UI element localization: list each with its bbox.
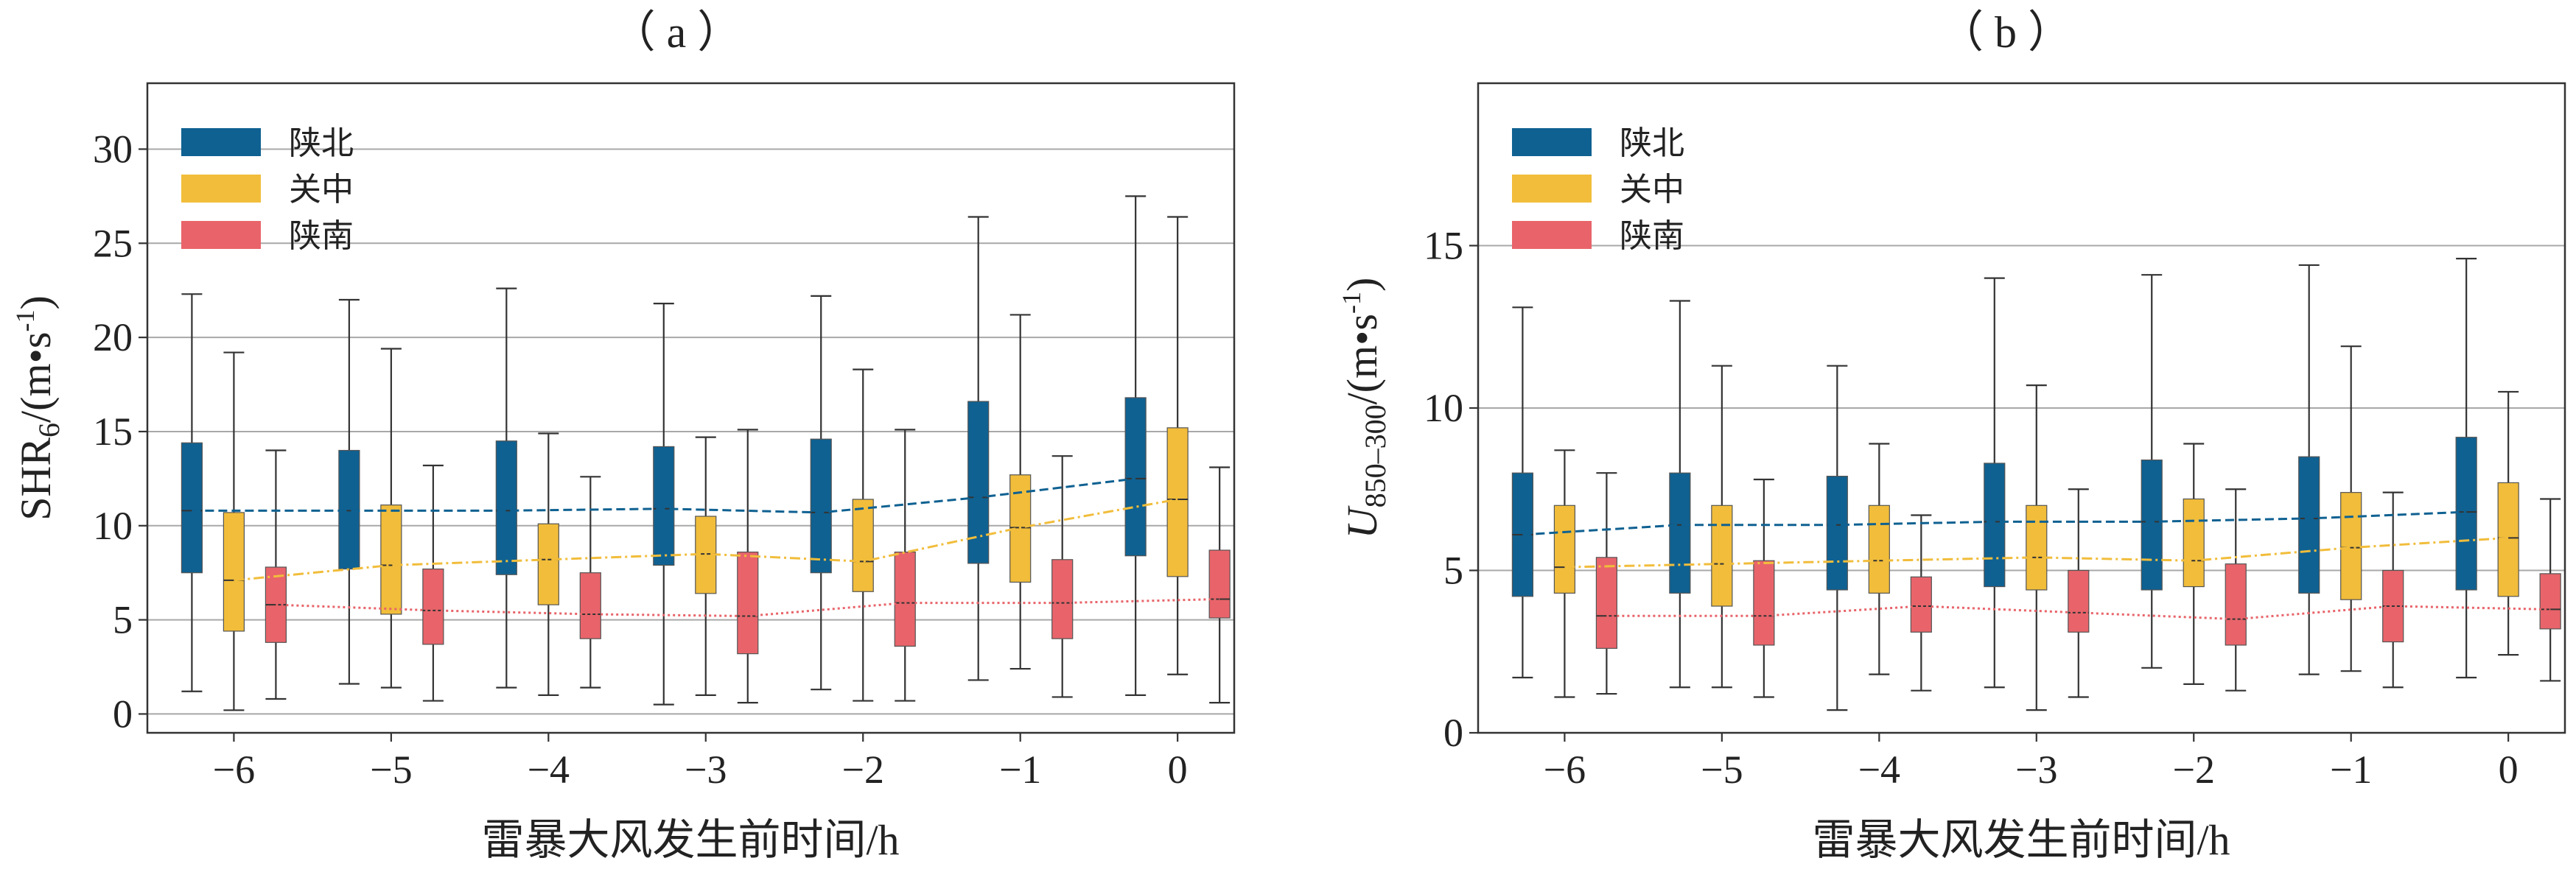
legend-swatch-south: [181, 221, 261, 249]
box-north: [2455, 437, 2477, 591]
panel-b-y-axis-title: U850–300/(m•s-1): [1337, 278, 1392, 539]
legend-swatch-south: [1512, 221, 1592, 249]
box-north: [653, 446, 675, 566]
panel-a-y-axis-title: SHR6/(m•s-1): [10, 295, 66, 521]
box-north: [2141, 459, 2163, 591]
box-north: [1984, 463, 2006, 588]
legend-swatch-north: [181, 128, 261, 156]
x-tick-label: −2: [2173, 748, 2215, 792]
y-tick-label: 0: [1443, 711, 1463, 755]
x-tick-label: −1: [999, 748, 1041, 792]
y-tick-label: 30: [93, 127, 133, 171]
y-tick-label: 15: [93, 409, 133, 454]
panel-a-median-lines: [192, 477, 1220, 617]
y-tick-label: 10: [1424, 386, 1463, 430]
panel-a-boxes: [181, 195, 1231, 711]
y-tick-label: 5: [1443, 549, 1463, 593]
box-south: [894, 551, 916, 647]
box-central: [1711, 504, 1733, 607]
legend-swatch-north: [1512, 128, 1592, 156]
panel-a-plot-frame: [146, 82, 1236, 734]
legend-label-south: 陕南: [289, 217, 354, 255]
panel-b-label: （ b ）: [1939, 8, 2072, 57]
legend-swatch-central: [1512, 175, 1592, 203]
box-north: [967, 401, 990, 564]
x-tick-label: −3: [2015, 748, 2057, 792]
panel-a-gridlines: [147, 148, 1234, 715]
box-central: [537, 523, 559, 605]
panel-a-label: （ a ）: [612, 8, 742, 57]
legend-label-north: 陕北: [289, 124, 354, 162]
box-central: [380, 504, 402, 615]
x-tick-label: −3: [685, 748, 727, 792]
y-tick-label: 0: [113, 692, 133, 736]
panel-b-boxes: [1511, 258, 2561, 711]
panel-b-ticks: 0 5 10 15 −6 −5 −4 −3 −2 −1 0: [1424, 224, 2519, 792]
median-trend-line-north: [1522, 510, 2467, 536]
panel-b-gridlines: [1478, 245, 2565, 734]
box-south: [1910, 576, 1932, 633]
box-central: [2183, 498, 2205, 588]
panel-b-median-lines: [1522, 510, 2551, 621]
box-central: [1166, 427, 1189, 577]
box-north: [181, 442, 203, 574]
x-tick-label: 0: [1168, 748, 1188, 792]
box-south: [579, 572, 601, 639]
x-tick-label: −4: [1858, 748, 1900, 792]
y-tick-label: 20: [93, 315, 133, 359]
y-tick-label: 15: [1424, 224, 1463, 268]
box-south: [1753, 560, 1775, 646]
box-north: [2298, 456, 2320, 594]
box-central: [2340, 492, 2362, 600]
legend-swatch-central: [181, 175, 261, 203]
x-tick-label: −4: [528, 748, 570, 792]
median-trend-line-central: [1564, 536, 2509, 569]
box-central: [2497, 482, 2519, 597]
median-trend-line-central: [234, 498, 1178, 582]
legend-label-north: 陕北: [1620, 124, 1684, 162]
panel-a-x-axis-title: 雷暴大风发生前时间/h: [481, 816, 899, 864]
box-south: [2225, 563, 2247, 646]
x-tick-label: −5: [370, 748, 412, 792]
box-south: [2068, 569, 2090, 633]
panel-a-ticks: 0 5 10 15 20 25 30 −6 −5 −4 −3 −2 −1 0: [93, 127, 1188, 792]
box-central: [1868, 504, 1890, 594]
box-north: [1669, 472, 1691, 594]
box-north: [495, 440, 517, 575]
box-central: [1553, 504, 1576, 594]
legend-label-south: 陕南: [1620, 217, 1684, 255]
panel-b-x-axis-title: 雷暴大风发生前时间/h: [1812, 816, 2230, 864]
box-central: [852, 499, 874, 592]
y-tick-label: 10: [93, 504, 133, 548]
box-south: [1595, 557, 1618, 649]
x-tick-label: −6: [213, 748, 255, 792]
box-south: [1208, 549, 1231, 619]
box-south: [422, 568, 444, 645]
box-south: [2539, 573, 2561, 630]
box-north: [1124, 397, 1147, 557]
x-tick-label: 0: [2499, 748, 2519, 792]
x-tick-label: −5: [1701, 748, 1743, 792]
box-central: [2026, 504, 2048, 591]
legend-label-central: 关中: [1620, 171, 1684, 208]
box-south: [1051, 559, 1074, 639]
box-south: [737, 551, 759, 655]
box-north: [1826, 476, 1848, 591]
x-tick-label: −1: [2330, 748, 2372, 792]
median-trend-line-north: [192, 477, 1136, 514]
box-central: [223, 512, 245, 632]
legend-label-central: 关中: [289, 171, 354, 208]
y-tick-label: 5: [113, 598, 133, 642]
box-north: [810, 438, 832, 574]
x-tick-label: −6: [1544, 748, 1586, 792]
y-tick-label: 25: [93, 221, 133, 265]
x-tick-label: −2: [842, 748, 884, 792]
